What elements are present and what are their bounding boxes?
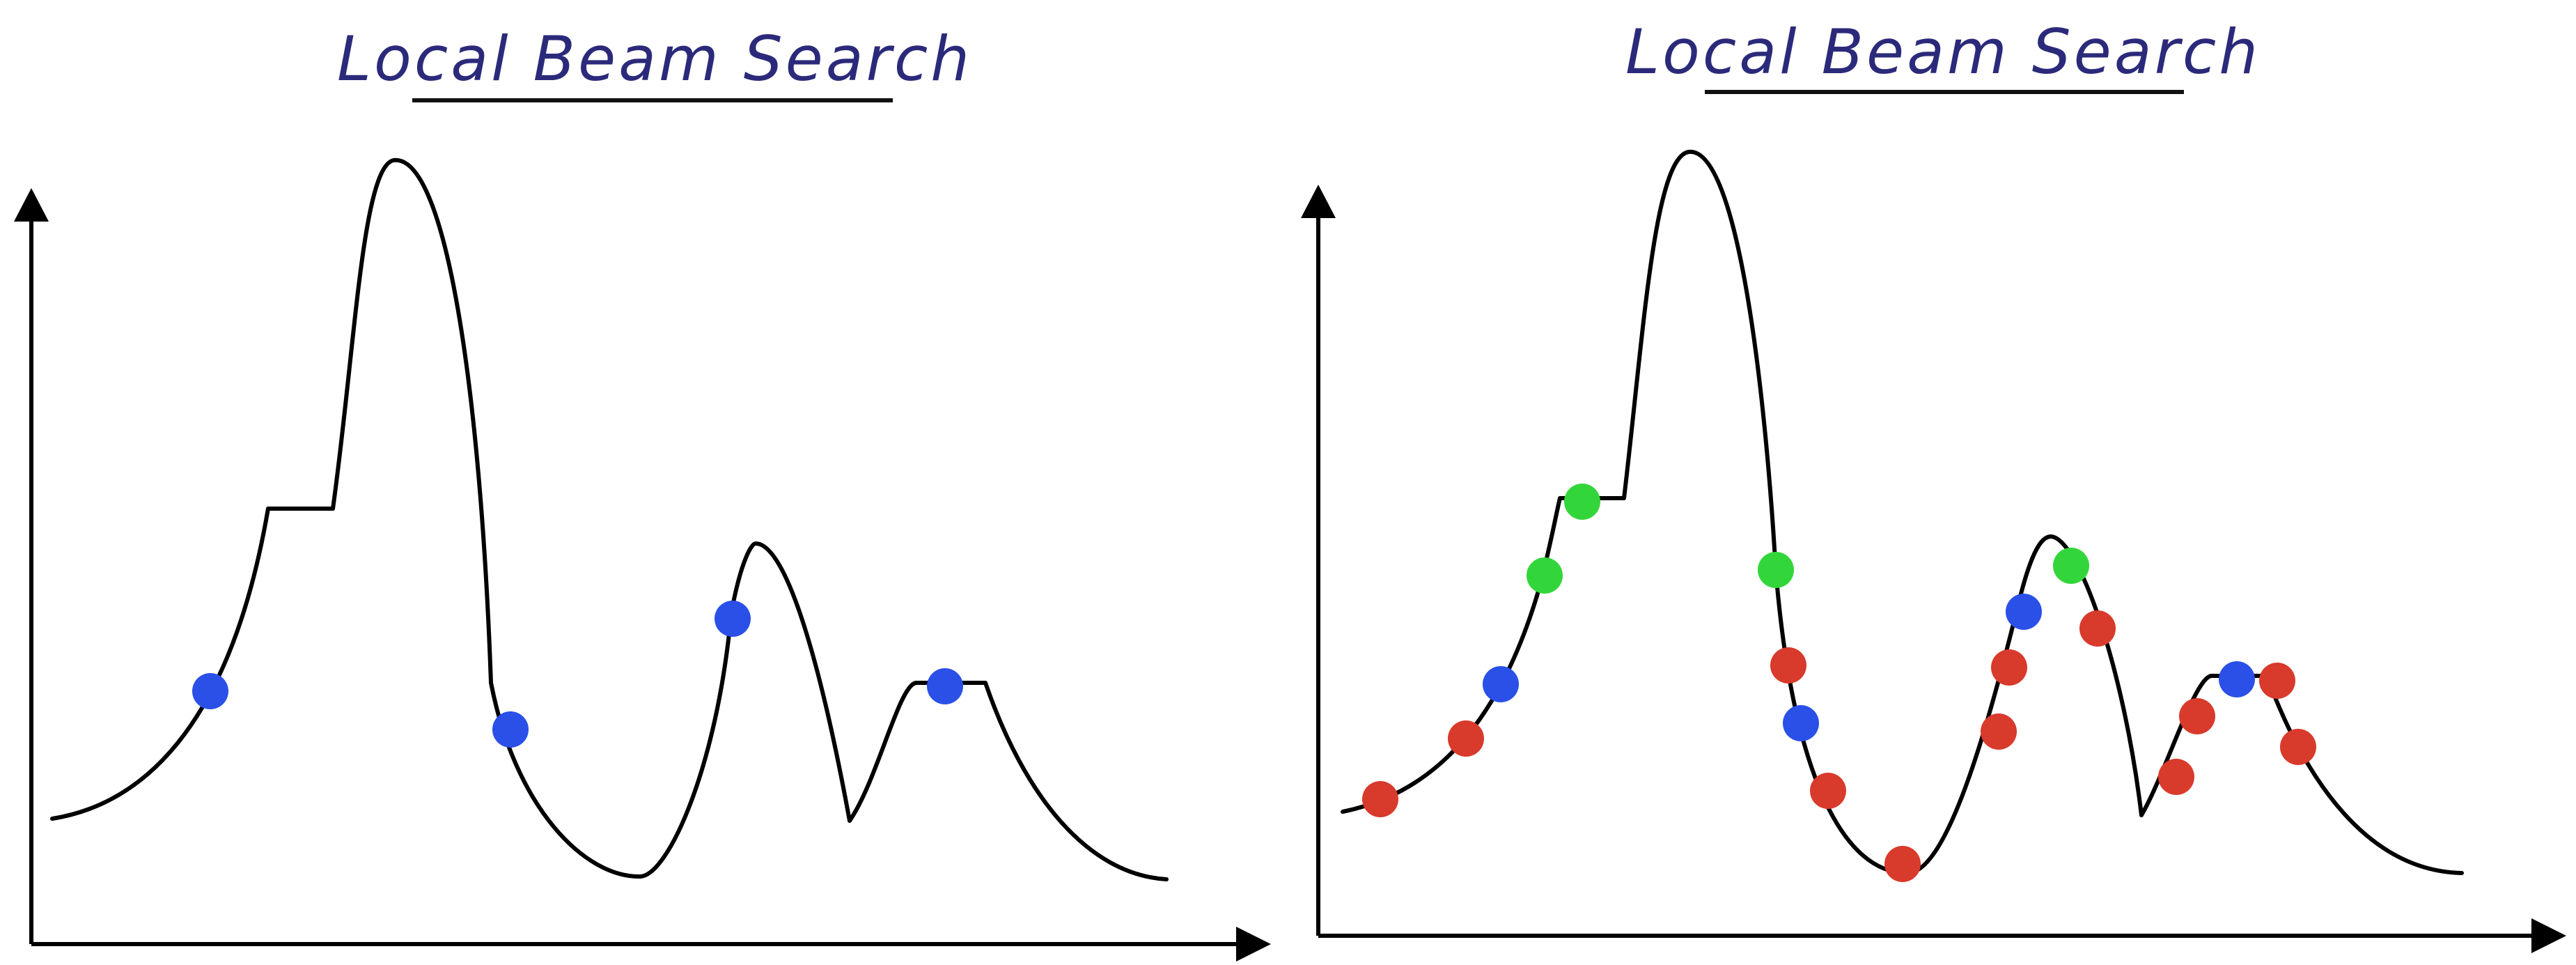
green-search-point	[1564, 484, 1600, 520]
blue-search-point	[2219, 661, 2255, 697]
right-panel-title: Local Beam Search	[1625, 16, 2261, 88]
left-panel-title: Local Beam Search	[337, 23, 972, 95]
red-search-point	[1884, 846, 1921, 882]
right-landscape-curve	[1341, 149, 2464, 876]
blue-search-point	[1483, 666, 1519, 702]
right-y-axis-arrow	[1301, 185, 1336, 218]
blue-search-point	[2006, 594, 2042, 630]
red-search-point	[2280, 729, 2316, 765]
red-search-point	[2179, 698, 2215, 734]
red-search-point	[2259, 663, 2295, 699]
red-search-point	[2079, 610, 2116, 647]
left-points	[192, 601, 963, 748]
blue-search-point	[1783, 705, 1819, 741]
red-search-point	[1362, 781, 1398, 817]
red-search-point	[1448, 720, 1484, 757]
right-points	[1362, 484, 2316, 882]
green-search-point	[1527, 557, 1563, 594]
left-panel: Local Beam Search	[14, 23, 1271, 962]
left-y-axis-arrow	[14, 188, 49, 222]
blue-search-point	[715, 601, 751, 637]
green-search-point	[2053, 548, 2089, 584]
blue-search-point	[492, 711, 529, 748]
red-search-point	[1810, 773, 1846, 809]
right-panel: Local Beam Search	[1301, 16, 2566, 953]
red-search-point	[1991, 649, 2027, 686]
green-search-point	[1758, 552, 1794, 588]
red-search-point	[1981, 713, 2017, 750]
red-search-point	[2158, 759, 2194, 795]
blue-search-point	[192, 673, 228, 709]
blue-search-point	[927, 668, 963, 704]
right-x-axis-arrow	[2531, 918, 2566, 953]
red-search-point	[1770, 647, 1806, 684]
left-landscape-curve	[50, 157, 1169, 881]
left-x-axis-arrow	[1236, 927, 1271, 962]
